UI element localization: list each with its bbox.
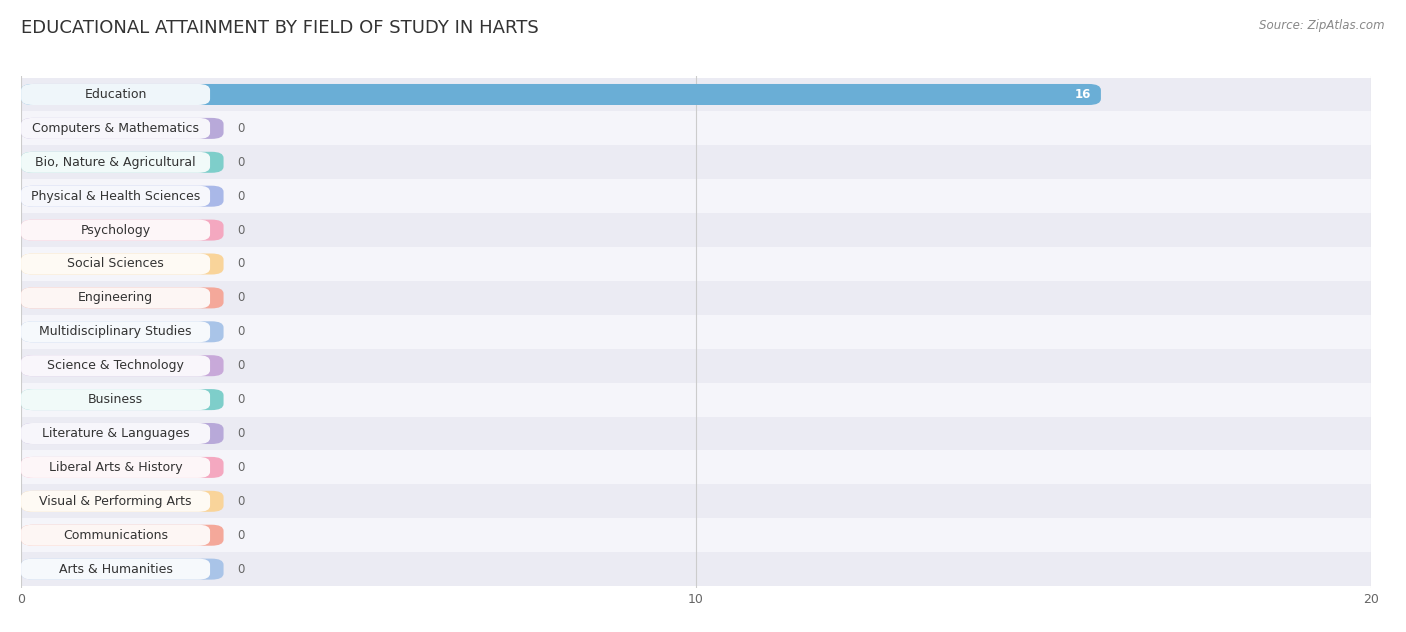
FancyBboxPatch shape xyxy=(21,389,209,410)
FancyBboxPatch shape xyxy=(21,253,224,274)
FancyBboxPatch shape xyxy=(21,457,209,478)
FancyBboxPatch shape xyxy=(21,152,209,173)
FancyBboxPatch shape xyxy=(21,84,1101,105)
Text: Multidisciplinary Studies: Multidisciplinary Studies xyxy=(39,325,191,338)
Bar xyxy=(0,552,1406,586)
Bar xyxy=(0,518,1406,552)
Text: 0: 0 xyxy=(238,529,245,542)
Text: 0: 0 xyxy=(238,359,245,372)
Bar xyxy=(0,416,1406,451)
Bar xyxy=(0,281,1406,315)
Text: Communications: Communications xyxy=(63,529,169,542)
Text: Arts & Humanities: Arts & Humanities xyxy=(59,562,173,576)
Bar xyxy=(0,213,1406,247)
FancyBboxPatch shape xyxy=(21,457,224,478)
Text: 0: 0 xyxy=(238,156,245,169)
Text: 0: 0 xyxy=(238,495,245,507)
FancyBboxPatch shape xyxy=(21,559,209,580)
FancyBboxPatch shape xyxy=(21,525,209,545)
FancyBboxPatch shape xyxy=(21,152,224,173)
Text: 0: 0 xyxy=(238,427,245,440)
Text: 0: 0 xyxy=(238,291,245,305)
Text: 0: 0 xyxy=(238,393,245,406)
Text: 0: 0 xyxy=(238,325,245,338)
Text: 0: 0 xyxy=(238,122,245,135)
Text: EDUCATIONAL ATTAINMENT BY FIELD OF STUDY IN HARTS: EDUCATIONAL ATTAINMENT BY FIELD OF STUDY… xyxy=(21,19,538,37)
Text: Engineering: Engineering xyxy=(77,291,153,305)
Text: Science & Technology: Science & Technology xyxy=(48,359,184,372)
Text: 0: 0 xyxy=(238,224,245,236)
Text: Social Sciences: Social Sciences xyxy=(67,257,165,270)
Text: Literature & Languages: Literature & Languages xyxy=(42,427,190,440)
Text: Business: Business xyxy=(89,393,143,406)
Text: Bio, Nature & Agricultural: Bio, Nature & Agricultural xyxy=(35,156,195,169)
Text: 16: 16 xyxy=(1074,88,1091,101)
Bar xyxy=(0,111,1406,145)
Bar xyxy=(0,179,1406,213)
FancyBboxPatch shape xyxy=(21,355,224,376)
FancyBboxPatch shape xyxy=(21,355,209,376)
Text: 0: 0 xyxy=(238,562,245,576)
Text: Education: Education xyxy=(84,88,146,101)
Text: Physical & Health Sciences: Physical & Health Sciences xyxy=(31,190,200,203)
Bar xyxy=(0,247,1406,281)
FancyBboxPatch shape xyxy=(21,423,209,444)
Text: 0: 0 xyxy=(238,190,245,203)
FancyBboxPatch shape xyxy=(21,389,224,410)
FancyBboxPatch shape xyxy=(21,321,224,343)
FancyBboxPatch shape xyxy=(21,219,224,241)
FancyBboxPatch shape xyxy=(21,186,209,207)
Bar xyxy=(0,484,1406,518)
Text: 0: 0 xyxy=(238,461,245,474)
FancyBboxPatch shape xyxy=(21,84,209,105)
FancyBboxPatch shape xyxy=(21,423,224,444)
FancyBboxPatch shape xyxy=(21,288,224,308)
FancyBboxPatch shape xyxy=(21,118,209,139)
FancyBboxPatch shape xyxy=(21,219,209,241)
FancyBboxPatch shape xyxy=(21,491,224,512)
Bar xyxy=(0,78,1406,111)
FancyBboxPatch shape xyxy=(21,321,209,343)
FancyBboxPatch shape xyxy=(21,288,209,308)
Bar xyxy=(0,382,1406,416)
Bar xyxy=(0,315,1406,349)
FancyBboxPatch shape xyxy=(21,253,209,274)
Text: 0: 0 xyxy=(238,257,245,270)
Bar xyxy=(0,145,1406,179)
Text: Computers & Mathematics: Computers & Mathematics xyxy=(32,122,200,135)
Text: Source: ZipAtlas.com: Source: ZipAtlas.com xyxy=(1260,19,1385,32)
FancyBboxPatch shape xyxy=(21,559,224,580)
Bar xyxy=(0,349,1406,382)
Bar xyxy=(0,451,1406,484)
Text: Visual & Performing Arts: Visual & Performing Arts xyxy=(39,495,191,507)
FancyBboxPatch shape xyxy=(21,186,224,207)
Text: Liberal Arts & History: Liberal Arts & History xyxy=(49,461,183,474)
FancyBboxPatch shape xyxy=(21,525,224,545)
FancyBboxPatch shape xyxy=(21,491,209,512)
FancyBboxPatch shape xyxy=(21,118,224,139)
Text: Psychology: Psychology xyxy=(80,224,150,236)
